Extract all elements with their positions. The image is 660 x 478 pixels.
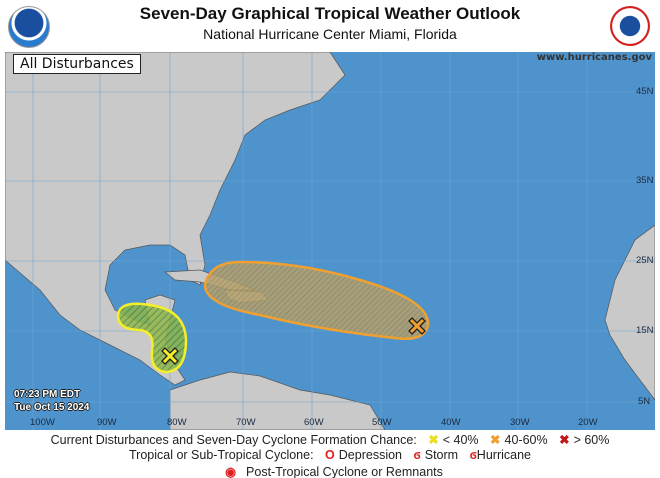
legend-low: < 40% [442, 433, 479, 447]
grid-lines [5, 52, 655, 430]
legend-hurricane: Hurricane [476, 448, 531, 462]
page-subtitle: National Hurricane Center Miami, Florida [203, 26, 457, 42]
panel-label: All Disturbances [13, 54, 141, 74]
lon-label: 60W [304, 417, 324, 428]
depression-icon: O [325, 448, 335, 462]
storm-icon: ϭ [413, 448, 421, 462]
lon-label: 100W [30, 417, 55, 428]
legend-storm: Storm [424, 448, 459, 462]
legend-depression: Depression [338, 448, 403, 462]
website-url: www.hurricanes.gov [536, 52, 652, 63]
legend-row-cyclone: Tropical or Sub-Tropical Cyclone: O Depre… [0, 448, 660, 462]
high-x-icon: ✖ [559, 433, 570, 447]
hurricane-icon: ϭ [469, 448, 477, 462]
lon-label: 80W [167, 417, 187, 428]
low-chance-x-icon[interactable] [161, 347, 179, 365]
legend-medium: 40-60% [504, 433, 548, 447]
lat-label: 25N [636, 255, 654, 266]
lon-label: 20W [578, 417, 598, 428]
lon-label: 70W [236, 417, 256, 428]
lat-label: 35N [636, 175, 654, 186]
issue-date: Tue Oct 15 2024 [14, 402, 90, 413]
legend-label: Tropical or Sub-Tropical Cyclone: [129, 448, 314, 462]
medium-x-icon: ✖ [490, 433, 501, 447]
medium-chance-x-icon[interactable] [408, 317, 426, 335]
lat-label: 15N [636, 325, 654, 336]
medium-chance-area[interactable] [203, 260, 430, 340]
page-title: Seven-Day Graphical Tropical Weather Out… [139, 4, 521, 23]
low-x-icon: ✖ [428, 433, 439, 447]
lat-label: 5N [638, 396, 651, 407]
lon-label: 90W [97, 417, 117, 428]
legend-label: Current Disturbances and Seven-Day Cyclo… [50, 433, 417, 447]
issue-time: 07:23 PM EDT [14, 389, 81, 400]
nws-logo [610, 6, 650, 46]
legend-post-tropical: Post-Tropical Cyclone or Remnants [246, 465, 443, 478]
legend-row-formation-chance: Current Disturbances and Seven-Day Cyclo… [0, 432, 660, 447]
lon-label: 50W [372, 417, 392, 428]
lon-label: 30W [510, 417, 530, 428]
legend-high: > 60% [573, 433, 610, 447]
lat-label: 45N [636, 86, 654, 97]
post-tropical-icon: ◉ [225, 465, 237, 478]
lon-label: 40W [441, 417, 461, 428]
noaa-logo [8, 6, 50, 48]
legend-row-post-tropical: ◉ Post-Tropical Cyclone or Remnants [0, 464, 660, 478]
